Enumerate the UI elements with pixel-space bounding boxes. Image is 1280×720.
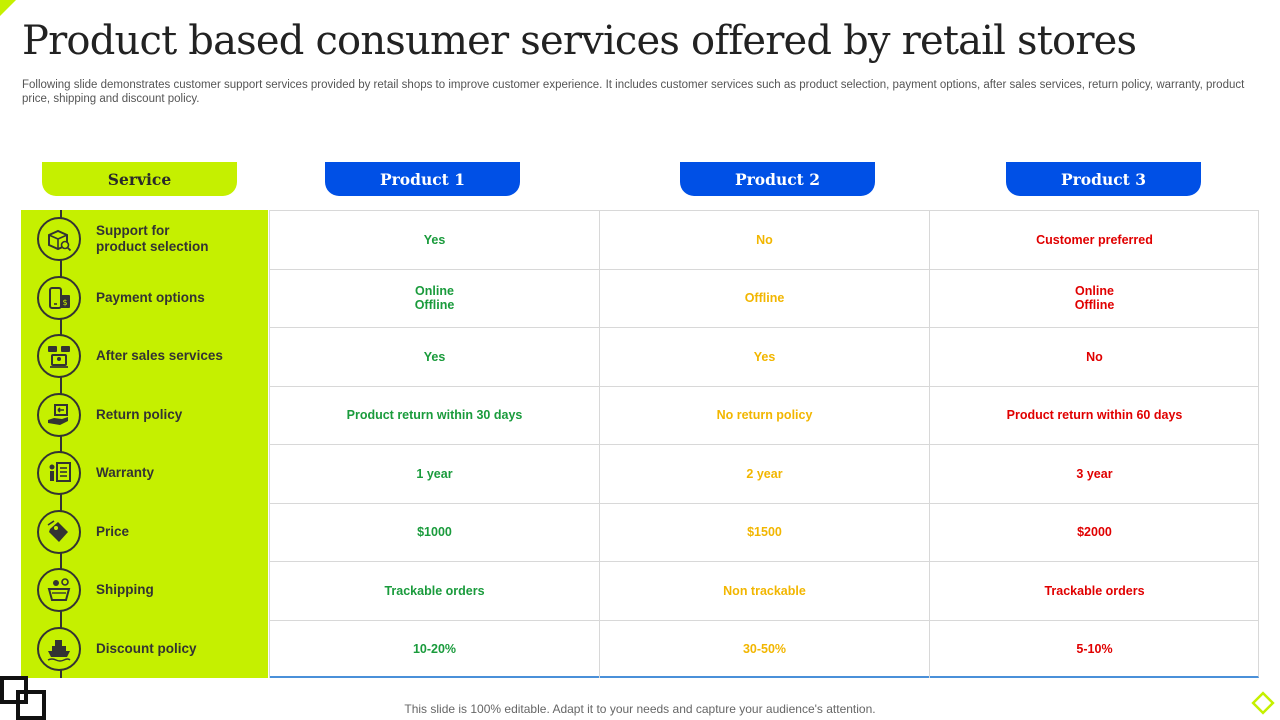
page-subtitle: Following slide demonstrates customer su… (22, 79, 1245, 105)
service-row: $ Payment options (21, 269, 268, 328)
cell-product-3: No (929, 328, 1259, 386)
cell-product-3: $2000 (929, 503, 1259, 561)
service-row: Price (21, 503, 268, 562)
comparison-table: Yes No Customer preferred Online Offline… (269, 210, 1259, 678)
service-sidebar: Support for product selection $ Payment … (21, 210, 268, 678)
header-product-1: Product 1 (325, 162, 520, 196)
table-row: 10-20% 30-50% 5-10% (269, 619, 1259, 678)
warranty-card-icon (37, 451, 81, 496)
service-row: Support for product selection (21, 210, 268, 269)
cell-product-1: Trackable orders (269, 562, 599, 620)
box-search-icon (37, 217, 81, 262)
cell-product-3: 3 year (929, 445, 1259, 503)
cell-product-3: Online Offline (929, 269, 1259, 327)
cell-product-2: 2 year (599, 445, 929, 503)
cell-product-3: Trackable orders (929, 562, 1259, 620)
mobile-payment-icon: $ (37, 275, 81, 320)
price-tag-icon (37, 509, 81, 554)
cell-product-3: Product return within 60 days (929, 386, 1259, 444)
cell-product-2: $1500 (599, 503, 929, 561)
service-label: Price (96, 523, 130, 539)
cell-product-2: 30-50% (599, 620, 929, 678)
service-row: Discount policy (21, 620, 268, 679)
cell-product-1: Product return within 30 days (269, 386, 599, 444)
cell-product-2: No return policy (599, 386, 929, 444)
header-service: Service (42, 162, 237, 196)
service-label: Return policy (96, 406, 183, 422)
cell-product-2: Offline (599, 269, 929, 327)
service-label: Warranty (96, 465, 155, 481)
support-chat-icon (37, 334, 81, 379)
cell-product-2: Yes (599, 328, 929, 386)
table-row: $1000 $1500 $2000 (269, 502, 1259, 561)
cell-product-1: 10-20% (269, 620, 599, 678)
table-row: 1 year 2 year 3 year (269, 444, 1259, 503)
cell-product-1: 1 year (269, 445, 599, 503)
cell-product-3: 5-10% (929, 620, 1259, 678)
cell-product-2: Non trackable (599, 562, 929, 620)
service-row: Warranty (21, 444, 268, 503)
cell-product-1: $1000 (269, 503, 599, 561)
footer-note: This slide is 100% editable. Adapt it to… (404, 702, 876, 716)
header-product-3: Product 3 (1006, 162, 1201, 196)
service-label: Payment options (96, 289, 205, 305)
header-product-2: Product 2 (680, 162, 875, 196)
table-row: Yes Yes No (269, 327, 1259, 386)
timeline-line (60, 210, 62, 678)
cell-product-3: Customer preferred (929, 211, 1259, 269)
cell-product-1: Yes (269, 211, 599, 269)
cell-product-1: Online Offline (269, 269, 599, 327)
discount-ship-icon (37, 626, 81, 671)
table-row: Product return within 30 days No return … (269, 385, 1259, 444)
brand-logo-icon (0, 676, 46, 720)
corner-decoration (0, 0, 16, 16)
diamond-decoration-icon (1251, 691, 1275, 715)
table-row: Yes No Customer preferred (269, 210, 1259, 269)
return-hand-icon (37, 392, 81, 437)
table-row: Online Offline Offline Online Offline (269, 268, 1259, 327)
shipping-basket-icon (37, 568, 81, 613)
service-label: Shipping (96, 582, 154, 598)
cell-product-1: Yes (269, 328, 599, 386)
svg-text:$: $ (62, 298, 67, 307)
service-label: After sales services (96, 348, 223, 364)
page-title: Product based consumer services offered … (22, 18, 1137, 64)
table-row: Trackable orders Non trackable Trackable… (269, 561, 1259, 620)
cell-product-2: No (599, 211, 929, 269)
service-row: After sales services (21, 327, 268, 386)
service-label: Support for product selection (96, 223, 209, 255)
service-label: Discount policy (96, 640, 197, 656)
service-row: Return policy (21, 386, 268, 445)
service-row: Shipping (21, 561, 268, 620)
